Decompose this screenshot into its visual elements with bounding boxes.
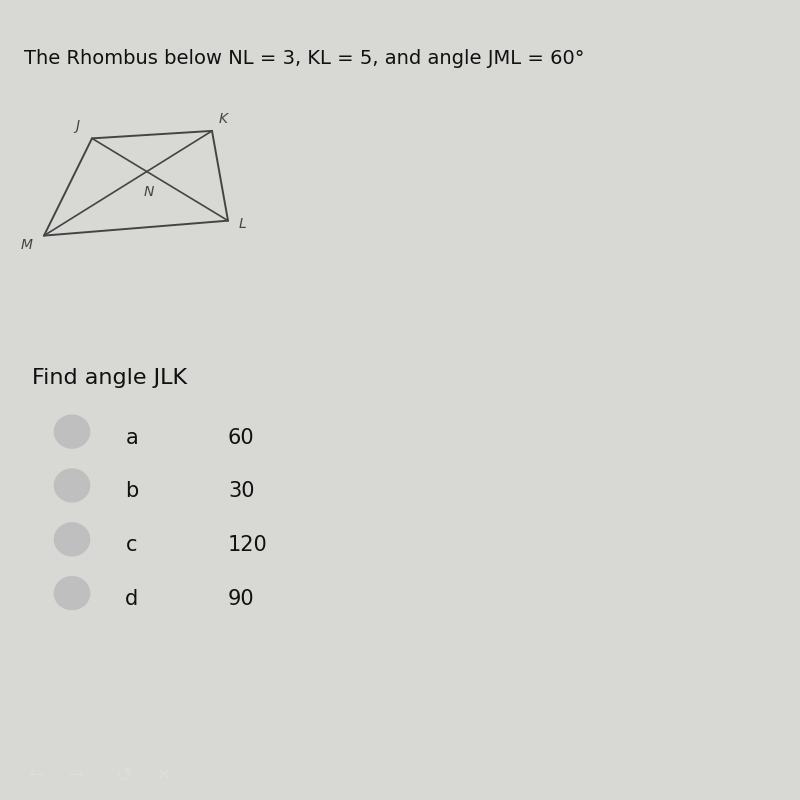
Circle shape — [54, 577, 90, 610]
Text: a: a — [126, 427, 138, 447]
Text: c: c — [126, 535, 138, 555]
Text: d: d — [126, 589, 138, 609]
Text: →: → — [68, 766, 84, 785]
Text: ←: ← — [28, 766, 44, 785]
Text: 30: 30 — [228, 482, 254, 502]
Text: b: b — [126, 482, 138, 502]
Text: 120: 120 — [228, 535, 268, 555]
Text: 60: 60 — [228, 427, 254, 447]
Text: Find angle JLK: Find angle JLK — [32, 368, 187, 388]
Text: J: J — [75, 119, 80, 134]
Circle shape — [54, 469, 90, 502]
Text: L: L — [238, 218, 246, 231]
Circle shape — [54, 523, 90, 556]
Text: ↺: ↺ — [116, 766, 132, 785]
Text: 90: 90 — [228, 589, 254, 609]
Text: K: K — [218, 112, 228, 126]
Text: M: M — [21, 238, 33, 251]
Circle shape — [54, 415, 90, 448]
Text: N: N — [144, 186, 154, 199]
Text: The Rhombus below NL = 3, KL = 5, and angle JML = 60°: The Rhombus below NL = 3, KL = 5, and an… — [24, 49, 585, 68]
Text: ×: × — [156, 766, 172, 785]
